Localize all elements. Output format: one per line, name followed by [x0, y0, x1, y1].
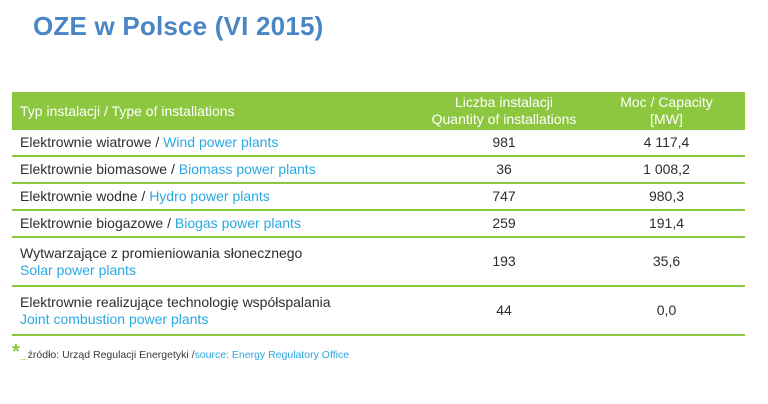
installation-type-cell: Elektrownie biogazowe / Biogas power pla… — [12, 210, 420, 238]
installation-type-cell: Elektrownie realizujące technologię wspó… — [12, 286, 420, 336]
quantity-cell: 981 — [420, 130, 588, 157]
quantity-cell: 44 — [420, 286, 588, 336]
table-row: Wytwarzające z promieniowania słoneczneg… — [12, 237, 745, 287]
capacity-cell: 4 117,4 — [588, 130, 745, 157]
installations-table: Typ instalacji / Type of installations L… — [12, 92, 745, 336]
installation-type-cell: Elektrownie wodne / Hydro power plants — [12, 183, 420, 211]
table-row: Elektrownie biomasowe / Biomass power pl… — [12, 156, 745, 184]
header-type: Typ instalacji / Type of installations — [12, 92, 420, 130]
capacity-cell: 0,0 — [588, 286, 745, 336]
installation-type-cell: Elektrownie biomasowe / Biomass power pl… — [12, 156, 420, 184]
capacity-cell: 35,6 — [588, 237, 745, 287]
quantity-cell: 36 — [420, 156, 588, 184]
asterisk-icon: * — [12, 341, 20, 363]
capacity-cell: 1 008,2 — [588, 156, 745, 184]
table-header-row: Typ instalacji / Type of installations L… — [12, 92, 745, 130]
page-title: OZE w Polsce (VI 2015) — [33, 11, 324, 41]
underscore-mark: _ — [20, 349, 27, 361]
source-english: source: Energy Regulatory Office — [194, 349, 350, 361]
header-count: Liczba instalacji Quantity of installatio… — [420, 92, 588, 130]
source-note: * _ źródło: Urząd Regulacji Energetyki /… — [12, 341, 350, 363]
installation-type-cell: Elektrownie wiatrowe / Wind power plants — [12, 130, 420, 157]
table-row: Elektrownie wodne / Hydro power plants 7… — [12, 183, 745, 211]
installation-type-cell: Wytwarzające z promieniowania słoneczneg… — [12, 237, 420, 287]
source-polish: źródło: Urząd Regulacji Energetyki / — [27, 349, 195, 361]
table-row: Elektrownie biogazowe / Biogas power pla… — [12, 210, 745, 238]
header-capacity: Moc / Capacity [MW] — [588, 92, 745, 130]
quantity-cell: 747 — [420, 183, 588, 211]
quantity-cell: 259 — [420, 210, 588, 238]
quantity-cell: 193 — [420, 237, 588, 287]
table-row: Elektrownie realizujące technologię wspó… — [12, 286, 745, 336]
capacity-cell: 191,4 — [588, 210, 745, 238]
capacity-cell: 980,3 — [588, 183, 745, 211]
table-row: Elektrownie wiatrowe / Wind power plants… — [12, 130, 745, 157]
